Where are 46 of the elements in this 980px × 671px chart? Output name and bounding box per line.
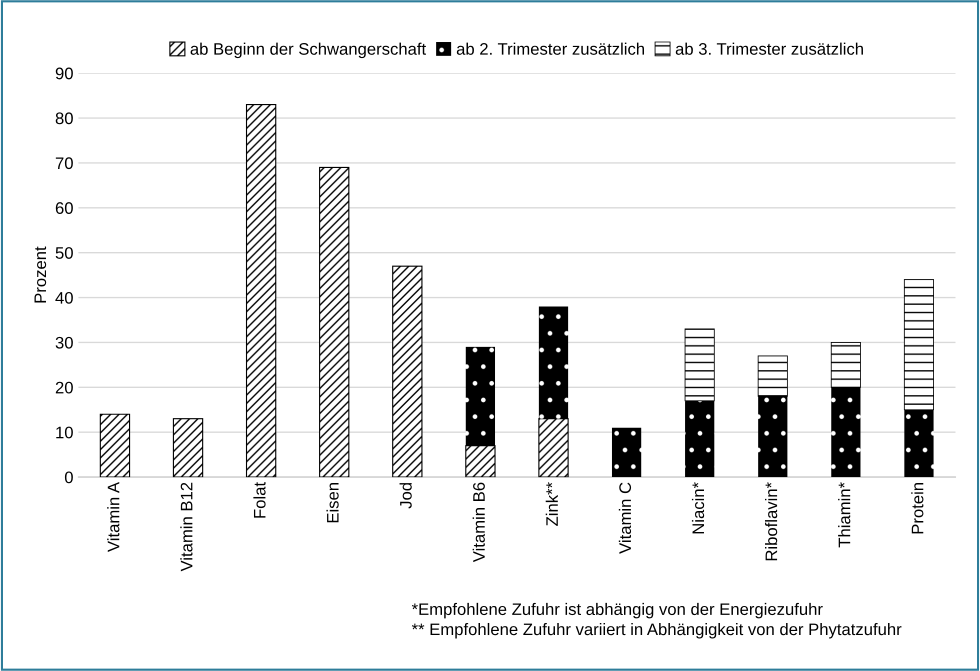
legend-label: ab 3. Trimester zusätzlich [676,42,863,55]
legend-label: ab Beginn der Schwangerschaft [190,42,426,58]
y-tick-label: 70 [56,157,73,170]
x-tick-label: Vitamin B6 [472,482,485,562]
x-tick-label: Vitamin C [618,482,632,554]
x-tick-label: Niacin* [692,482,704,534]
y-tick-label: 50 [56,247,73,259]
bar [904,410,934,478]
bar [538,306,568,419]
bar [684,328,715,402]
y-tick-label: 90 [56,68,73,80]
y-tick-label: 30 [56,336,73,349]
bar [319,166,350,478]
bar [830,342,861,388]
y-tick-label: 20 [56,382,73,394]
x-tick-label: Protein [911,483,924,534]
bar [172,418,204,478]
bar [392,266,422,478]
x-tick-label: Vitamin A [107,482,120,552]
x-tick-label: Zink** [546,482,558,526]
x-tick-label: Riboflavin* [765,482,778,560]
bar [758,396,788,478]
bar [246,104,276,478]
bar [100,414,130,478]
text: ** Empfohlene Zufuhr variiert in Abhängigkeit von der Phytatzufuhr [412,622,902,639]
legend-label: ab 2. Trimester zusätzlich [456,42,644,55]
bar [466,346,496,446]
y-tick-label: 80 [56,112,73,124]
bar [831,387,860,478]
bar [685,400,714,478]
y-tick-label: 40 [55,292,73,304]
x-tick-label: Thiamin* [838,482,850,548]
y-tick-label: 60 [56,202,73,214]
x-tick-label: Eisen [326,483,339,522]
y-axis-title: Prozent [34,246,46,302]
x-tick-label: Jod [400,483,412,509]
bar [904,279,934,410]
bar [612,428,642,478]
bar [538,418,569,478]
text: *Empfohlene Zufuhr ist abhängig von der Energiezufuhr [412,602,823,618]
x-tick-label: Folat [253,482,266,518]
x-tick-label: Vitamin B12 [180,482,193,572]
bar [758,355,788,397]
y-tick-label: 10 [56,426,73,438]
bar [465,445,496,478]
y-tick-label: 0 [64,471,73,484]
